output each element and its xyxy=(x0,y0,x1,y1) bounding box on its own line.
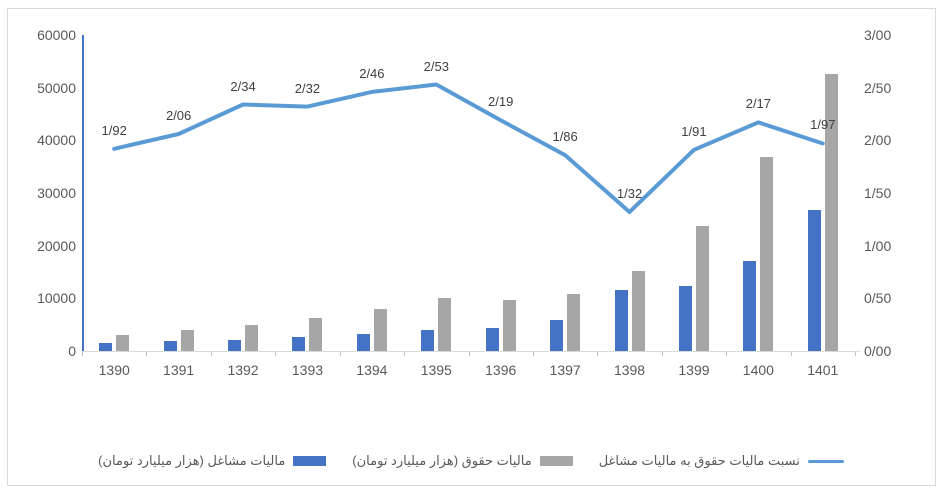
legend-swatch-ratio-line xyxy=(807,459,844,463)
legend-label-business-tax: مالیات مشاغل (هزار میلیارد تومان) xyxy=(98,453,286,468)
bar-salary-tax-1398 xyxy=(631,270,645,351)
line-data-label-1390: 1/92 xyxy=(101,122,127,138)
legend-item-ratio-line[interactable]: نسبت مالیات حقوق به مالیات مشاغل xyxy=(599,453,844,469)
x-axis-tick xyxy=(855,352,856,356)
bar-business-tax-1393 xyxy=(292,336,306,351)
x-axis-tick xyxy=(339,352,341,356)
left-axis-tick-label: 0 xyxy=(68,343,76,359)
bar-business-tax-1394 xyxy=(356,334,370,351)
legend-item-business-tax[interactable]: مالیات مشاغل (هزار میلیارد تومان) xyxy=(98,453,327,469)
x-axis-label-1398: 1398 xyxy=(613,362,646,378)
bar-business-tax-1401 xyxy=(807,210,821,351)
line-data-label-1397: 1/86 xyxy=(552,129,578,145)
right-axis-tick-label: 0/50 xyxy=(864,290,892,307)
legend-label-ratio-line: نسبت مالیات حقوق به مالیات مشاغل xyxy=(598,453,800,468)
left-axis-tick-label: 30000 xyxy=(37,185,76,201)
x-axis-tick xyxy=(532,352,534,356)
chart-frame xyxy=(7,8,936,486)
x-axis-label-1395: 1395 xyxy=(420,362,452,378)
line-data-label-1393: 2/32 xyxy=(294,80,321,96)
x-axis-label-1396: 1396 xyxy=(485,362,517,378)
left-axis-line xyxy=(82,35,84,351)
bar-salary-tax-1392 xyxy=(245,325,259,351)
x-axis-tick xyxy=(597,352,599,356)
bar-business-tax-1398 xyxy=(614,290,628,351)
right-axis-tick-label: 0/00 xyxy=(864,343,892,359)
x-axis-label-1397: 1397 xyxy=(549,362,581,378)
line-data-label-1398: 1/32 xyxy=(616,185,643,201)
line-data-label-1399: 1/91 xyxy=(681,123,707,139)
x-axis-tick xyxy=(210,352,212,356)
bar-business-tax-1392 xyxy=(228,339,242,351)
bar-salary-tax-1391 xyxy=(180,330,194,351)
bar-salary-tax-1396 xyxy=(502,299,516,351)
x-axis-tick xyxy=(275,352,277,356)
bar-business-tax-1390 xyxy=(99,342,113,351)
x-axis-tick xyxy=(82,352,83,356)
legend-item-salary-tax[interactable]: مالیات حقوق (هزار میلیارد تومان) xyxy=(352,453,573,469)
x-axis-label-1392: 1392 xyxy=(227,362,259,378)
line-data-label-1395: 2/53 xyxy=(423,58,449,74)
x-axis-label-1391: 1391 xyxy=(163,362,195,378)
right-axis-tick-label: 1/50 xyxy=(864,185,892,201)
bar-salary-tax-1390 xyxy=(116,334,130,351)
x-axis-tick xyxy=(661,352,663,356)
bar-salary-tax-1395 xyxy=(438,297,452,351)
x-axis-label-1394: 1394 xyxy=(356,362,388,378)
bar-salary-tax-1393 xyxy=(309,317,323,351)
x-axis-tick xyxy=(468,352,470,356)
line-data-label-1401: 1/97 xyxy=(810,117,836,133)
right-axis-tick-label: 1/00 xyxy=(864,237,892,254)
line-data-label-1396: 2/19 xyxy=(488,94,514,110)
x-axis-tick xyxy=(726,352,728,356)
right-axis-tick-label: 2/50 xyxy=(864,79,892,96)
right-axis-tick-label: 2/00 xyxy=(864,132,892,149)
legend-swatch-salary-tax-bar xyxy=(539,456,573,466)
line-data-label-1391: 2/06 xyxy=(165,108,192,123)
left-axis-tick-label: 20000 xyxy=(37,237,76,254)
x-axis-label-1400: 1400 xyxy=(742,362,774,378)
bar-salary-tax-1401 xyxy=(824,73,838,351)
bar-business-tax-1397 xyxy=(550,320,564,351)
x-axis-tick xyxy=(790,352,792,356)
bar-business-tax-1395 xyxy=(421,329,435,351)
bar-salary-tax-1397 xyxy=(567,294,581,351)
line-data-label-1400: 2/17 xyxy=(745,96,772,112)
legend: مالیات مشاغل (هزار میلیارد تومان) مالیات… xyxy=(10,448,932,474)
x-axis-label-1401: 1401 xyxy=(807,362,839,378)
bar-business-tax-1396 xyxy=(485,327,499,351)
bar-business-tax-1399 xyxy=(678,285,692,351)
line-data-label-1392: 2/34 xyxy=(230,78,256,94)
left-axis-tick-label: 60000 xyxy=(37,27,76,43)
x-axis-line xyxy=(82,351,860,352)
left-axis-tick-label: 50000 xyxy=(37,79,76,96)
legend-swatch-business-tax-bar xyxy=(293,456,327,466)
x-axis-label-1393: 1393 xyxy=(291,362,324,378)
line-data-label-1394: 2/46 xyxy=(359,65,385,81)
left-axis-tick-label: 40000 xyxy=(37,132,76,149)
x-axis-label-1399: 1399 xyxy=(678,362,710,378)
bar-business-tax-1391 xyxy=(163,340,177,351)
ratio-line-path xyxy=(112,82,825,214)
bar-business-tax-1400 xyxy=(743,261,757,351)
left-axis-tick-label: 10000 xyxy=(37,290,76,307)
x-axis-tick xyxy=(404,352,406,356)
x-axis-tick xyxy=(146,352,148,356)
x-axis-label-1390: 1390 xyxy=(98,362,130,378)
right-axis-tick-label: 3/00 xyxy=(864,27,892,43)
bar-salary-tax-1400 xyxy=(760,156,774,351)
bar-salary-tax-1399 xyxy=(695,226,709,351)
legend-label-salary-tax: مالیات حقوق (هزار میلیارد تومان) xyxy=(352,453,532,468)
bar-salary-tax-1394 xyxy=(373,309,387,351)
